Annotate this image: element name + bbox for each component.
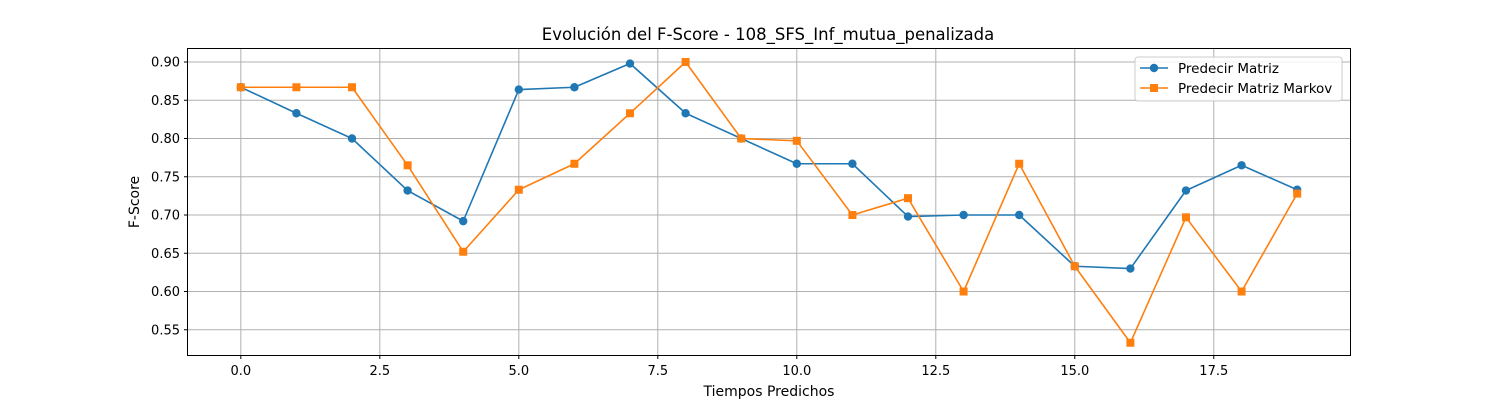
- data-point: [514, 85, 524, 94]
- y-tick-label: 0.90: [151, 56, 180, 71]
- x-tick-label: 5.0: [508, 364, 529, 379]
- data-point: [292, 83, 301, 92]
- legend: Predecir Matriz Predecir Matriz Markov: [1134, 56, 1343, 102]
- data-point: [1070, 262, 1079, 271]
- legend-label: Predecir Matriz: [1178, 61, 1279, 77]
- series-layer: [236, 58, 1302, 347]
- data-point: [1181, 213, 1190, 222]
- data-point: [348, 83, 357, 92]
- legend-box: [1134, 56, 1343, 102]
- legend-label: Predecir Matriz Markov: [1178, 81, 1332, 97]
- x-tick-label: 7.5: [647, 364, 668, 379]
- x-tick-label: 10.0: [782, 364, 811, 379]
- x-tick-label: 12.5: [921, 364, 950, 379]
- x-tick-label: 15.0: [1060, 364, 1089, 379]
- data-point: [1126, 338, 1135, 347]
- plot-frame: [187, 48, 1351, 356]
- data-point: [1126, 264, 1135, 273]
- legend-marker: [1150, 84, 1158, 92]
- x-tick-label: 0.0: [230, 364, 251, 379]
- data-point: [1237, 287, 1246, 296]
- data-point: [959, 210, 968, 220]
- data-point: [403, 186, 412, 195]
- data-point: [792, 159, 801, 168]
- series-1: [236, 59, 1302, 273]
- series-2: [236, 58, 1302, 347]
- chart-title: Evolución del F-Score - 108_SFS_Inf_mutu…: [542, 25, 994, 45]
- data-point: [1237, 161, 1246, 170]
- legend-marker: [1149, 63, 1159, 73]
- legend-item: Predecir Matriz: [1140, 61, 1279, 77]
- x-tick-label: 17.5: [1199, 364, 1228, 379]
- data-point: [848, 159, 857, 168]
- data-point: [903, 194, 912, 203]
- y-tick-label: 0.80: [151, 132, 180, 147]
- y-axis-title: F-Score: [127, 176, 143, 228]
- data-point: [903, 212, 913, 221]
- y-tick-label: 0.65: [151, 247, 180, 262]
- x-tick-label: 2.5: [369, 364, 390, 379]
- data-point: [1293, 189, 1302, 198]
- y-tick-label: 0.85: [151, 94, 180, 109]
- data-point: [459, 247, 468, 256]
- data-point: [625, 59, 635, 68]
- series-line: [240, 62, 1298, 270]
- y-tick-label: 0.60: [151, 285, 180, 300]
- data-point: [848, 211, 857, 220]
- data-point: [959, 287, 968, 296]
- data-point: [236, 83, 245, 92]
- data-point: [681, 58, 690, 67]
- data-point: [626, 109, 635, 118]
- data-point: [403, 161, 412, 170]
- y-tick-label: 0.55: [151, 323, 180, 338]
- data-point: [292, 109, 301, 118]
- data-point: [570, 83, 579, 92]
- data-point: [737, 134, 746, 143]
- series-line: [240, 61, 1298, 344]
- data-point: [792, 136, 801, 145]
- data-point: [514, 185, 523, 194]
- data-point: [1014, 210, 1024, 220]
- data-point: [570, 159, 579, 168]
- y-tick-label: 0.70: [151, 209, 180, 224]
- legend-item: Predecir Matriz Markov: [1140, 81, 1332, 97]
- data-point: [1015, 159, 1024, 168]
- data-point: [681, 109, 690, 118]
- axes: 0.0 2.5 5.0 7.5 10.0 12.5 15.0 17.5 0.55 0.60 0.65…: [151, 56, 1228, 379]
- x-axis-title: Tiempos Predichos: [703, 384, 835, 400]
- data-point: [1181, 186, 1191, 195]
- y-tick-label: 0.75: [151, 170, 180, 185]
- data-point: [459, 216, 468, 226]
- data-point: [347, 134, 357, 143]
- grid-lines: [188, 49, 1350, 355]
